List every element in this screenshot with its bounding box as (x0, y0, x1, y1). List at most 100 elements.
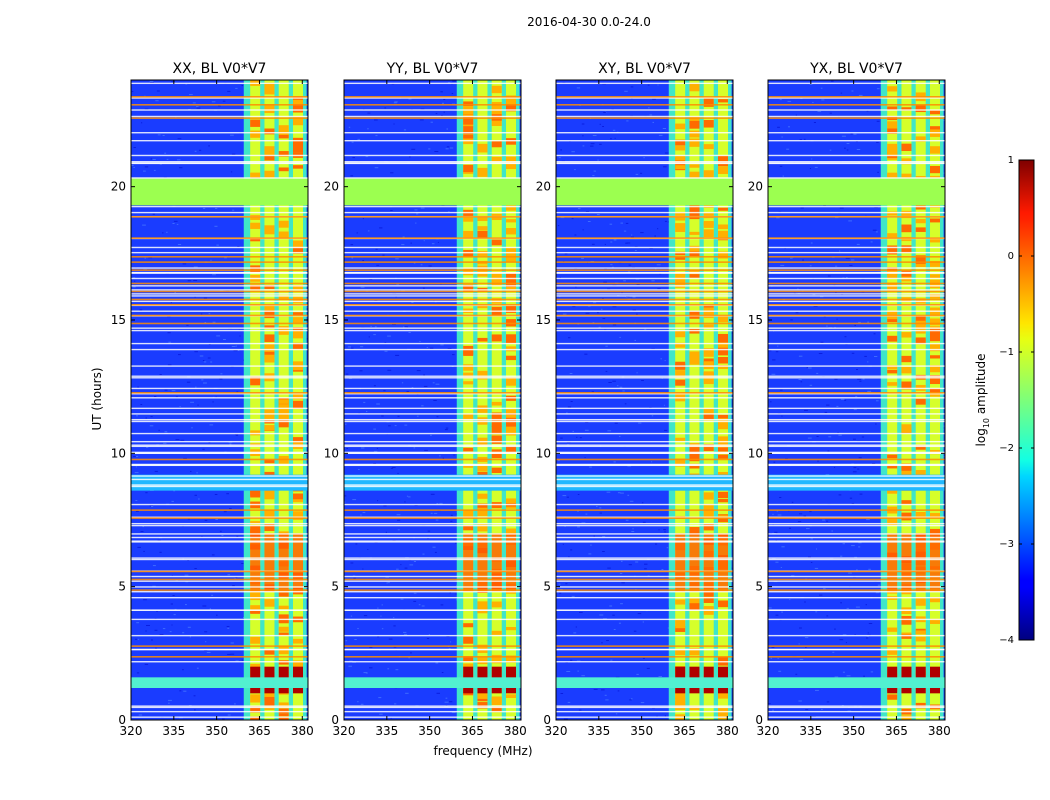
noise-speckle (414, 209, 418, 211)
flag-row (131, 342, 308, 345)
noise-speckle (408, 98, 412, 100)
flag-row (131, 397, 308, 399)
noise-speckle (772, 709, 774, 711)
y-tick-label: 15 (111, 313, 126, 327)
flag-row (344, 277, 521, 280)
flag-row (556, 295, 733, 297)
channel-blotch (901, 366, 912, 374)
flag-row (556, 97, 733, 99)
channel-blotch (930, 344, 941, 352)
flag-row (768, 452, 945, 455)
channel-blotch (930, 126, 941, 132)
colorbar-tick-label: −4 (999, 635, 1014, 646)
channel-blotch (703, 212, 714, 219)
noise-speckle (842, 634, 847, 636)
noise-speckle (614, 137, 616, 139)
noise-speckle (197, 404, 199, 406)
rfi-row (556, 256, 733, 258)
x-tick-label: 350 (418, 724, 441, 738)
noise-speckle (772, 513, 774, 515)
noise-speckle (779, 497, 782, 498)
noise-speckle (204, 322, 207, 323)
noise-speckle (166, 231, 168, 233)
x-tick-label: 335 (375, 724, 398, 738)
flag-row (556, 267, 733, 269)
noise-speckle (858, 457, 862, 459)
rfi-row (344, 282, 521, 285)
noise-speckle (446, 128, 448, 130)
channel-blotch (477, 215, 488, 222)
channel-blotch (718, 707, 729, 714)
noise-speckle (222, 100, 226, 102)
noise-speckle (651, 461, 653, 463)
channel-blotch (901, 107, 912, 111)
flag-row (768, 705, 945, 707)
channel-blotch (293, 165, 304, 169)
noise-speckle (362, 218, 364, 220)
noise-speckle (137, 546, 141, 548)
noise-speckle (183, 457, 187, 459)
noise-speckle (401, 244, 405, 246)
flag-row (344, 161, 521, 163)
noise-speckle (375, 135, 378, 137)
noise-speckle (616, 385, 619, 387)
noise-speckle (579, 437, 582, 439)
noise-speckle (872, 229, 877, 231)
noise-speckle (800, 207, 804, 209)
noise-speckle (825, 474, 830, 475)
channel-blotch (250, 237, 261, 242)
noise-speckle (648, 107, 650, 109)
noise-speckle (626, 242, 631, 244)
flag-row (131, 558, 308, 561)
noise-speckle (444, 701, 449, 703)
flag-row (344, 705, 521, 707)
noise-speckle (150, 82, 154, 83)
noise-speckle (876, 88, 880, 90)
noise-speckle (563, 718, 568, 720)
flag-row (768, 397, 945, 399)
panel-image (768, 80, 945, 720)
noise-speckle (178, 354, 181, 356)
flag-row (556, 418, 733, 421)
noise-speckle (804, 601, 806, 603)
flag-row (131, 348, 308, 351)
noise-speckle (612, 129, 616, 131)
channel-blotch (264, 354, 275, 363)
channel-blotch (703, 324, 714, 329)
flag-row (344, 375, 521, 377)
noise-speckle (183, 690, 187, 692)
channel-blotch (250, 172, 261, 177)
channel-blotch (915, 316, 926, 325)
channel-blotch (477, 507, 488, 517)
noise-speckle (167, 332, 171, 334)
noise-speckle (413, 262, 416, 264)
noise-speckle (451, 712, 456, 714)
noise-speckle (171, 624, 173, 626)
noise-speckle (396, 283, 399, 285)
noise-speckle (816, 548, 817, 550)
noise-speckle (644, 328, 647, 330)
flag-row (131, 524, 308, 527)
channel-blotch (278, 702, 289, 709)
channel-blotch (491, 421, 502, 427)
flag-row (556, 440, 733, 443)
noise-speckle (823, 588, 826, 590)
flag-row (131, 393, 308, 395)
rfi-row (768, 570, 945, 573)
noise-speckle (348, 126, 351, 128)
noise-speckle (619, 435, 621, 437)
flag-row (344, 177, 521, 179)
channel-blotch (689, 527, 700, 536)
flag-row (768, 586, 945, 588)
noise-speckle (770, 401, 772, 403)
channel-blotch (901, 616, 912, 625)
noise-speckle (570, 549, 573, 551)
channel-blotch (930, 218, 941, 223)
panel-image (556, 80, 733, 720)
noise-speckle (642, 621, 644, 623)
noise-speckle (819, 594, 823, 596)
colorbar-label-rest: amplitude (974, 354, 988, 418)
noise-speckle (373, 334, 376, 336)
flag-row (768, 327, 945, 329)
noise-speckle (839, 639, 844, 641)
